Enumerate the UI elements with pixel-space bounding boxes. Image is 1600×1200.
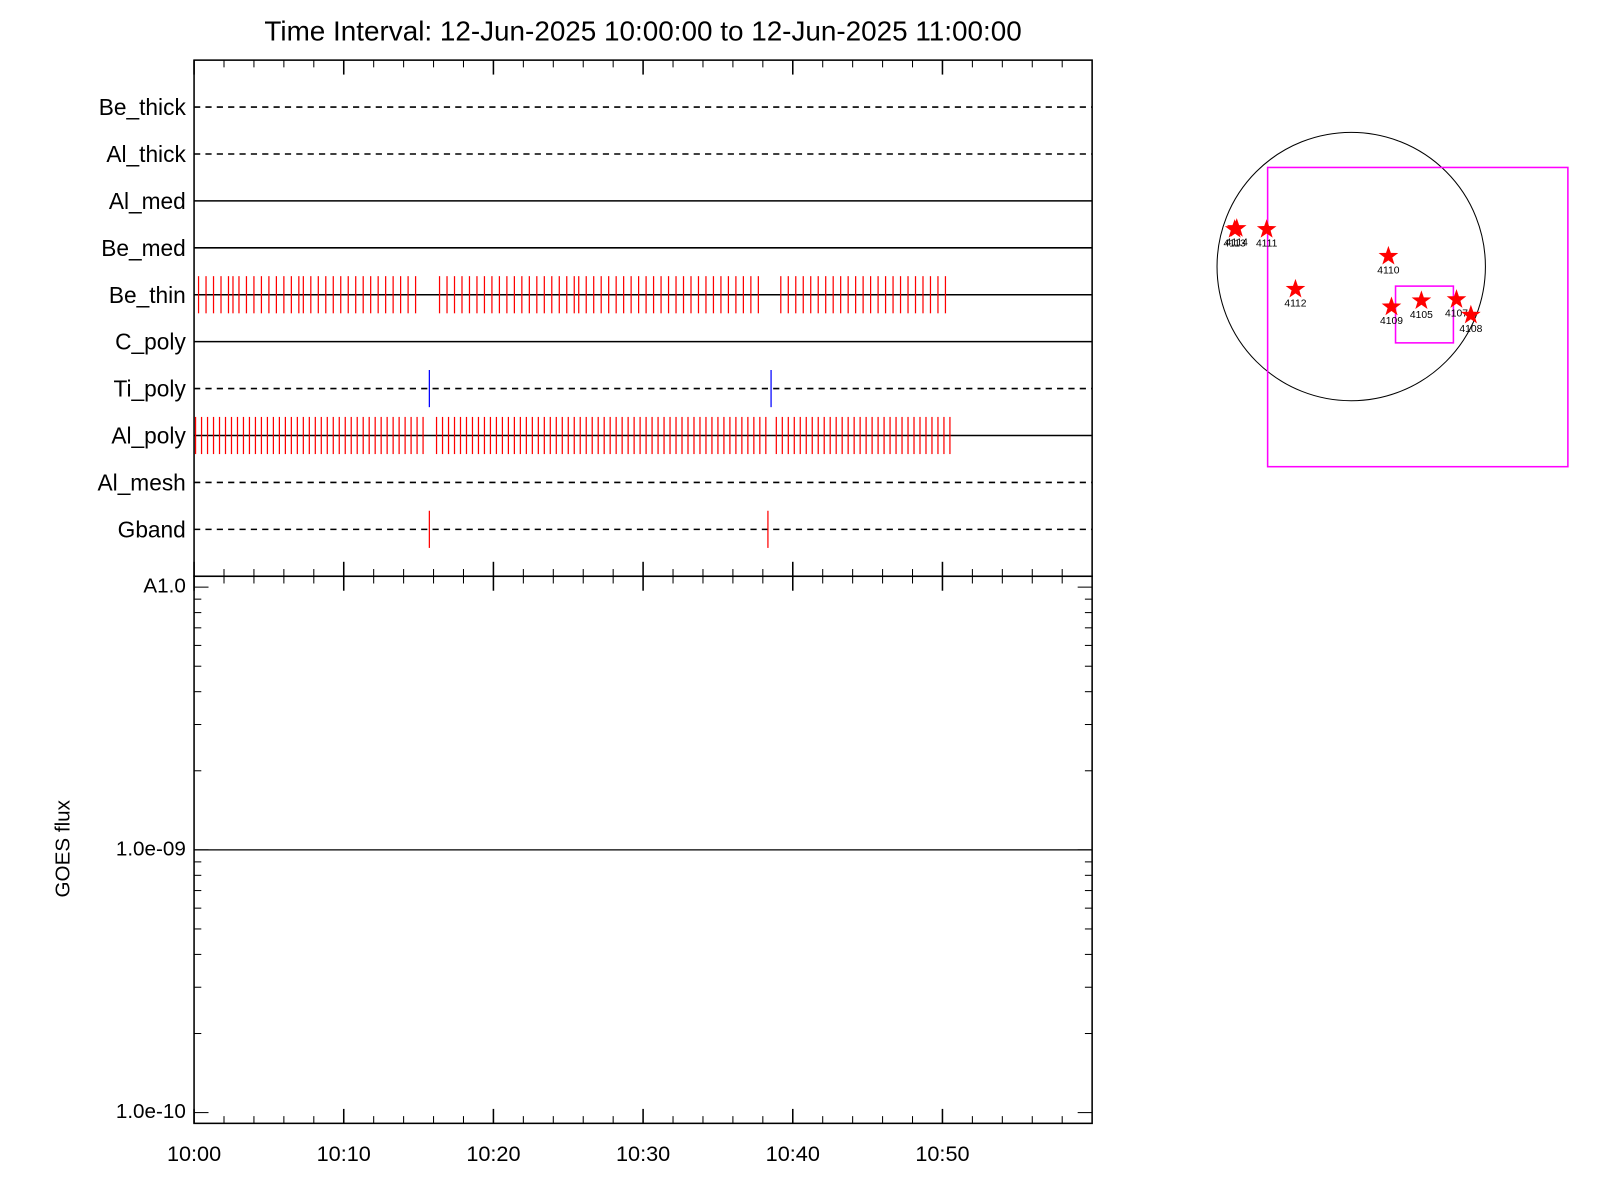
x-tick-label: 10:30 bbox=[616, 1141, 670, 1166]
region-label: 4105 bbox=[1410, 310, 1433, 321]
region-label: 4110 bbox=[1377, 265, 1399, 276]
row-label: C_poly bbox=[115, 329, 186, 355]
row-label: Be_thin bbox=[109, 282, 186, 308]
region-star bbox=[1446, 289, 1467, 308]
region-star bbox=[1411, 290, 1432, 310]
row-label: Be_thick bbox=[99, 94, 187, 120]
row-label: Al_mesh bbox=[98, 469, 186, 495]
x-tick-label: 10:50 bbox=[915, 1141, 969, 1166]
region-label: 4107 bbox=[1445, 309, 1468, 320]
y-tick-label: 1.0e-09 bbox=[116, 837, 186, 860]
y-tick-label: A1.0 bbox=[143, 575, 185, 598]
region-star bbox=[1285, 278, 1306, 298]
x-tick-label: 10:00 bbox=[167, 1141, 221, 1166]
region-label: 4114 bbox=[1226, 238, 1248, 249]
y-tick-label: 1.0e-10 bbox=[116, 1100, 186, 1123]
chart-title: Time Interval: 12-Jun-2025 10:00:00 to 1… bbox=[264, 16, 1021, 47]
solar-disk bbox=[1216, 131, 1486, 402]
row-label: Be_med bbox=[101, 235, 186, 261]
row-label: Al_poly bbox=[111, 423, 186, 449]
region-label: 4109 bbox=[1380, 316, 1403, 327]
region-star bbox=[1378, 245, 1399, 265]
x-tick-label: 10:10 bbox=[317, 1141, 371, 1166]
region-label: 4112 bbox=[1284, 298, 1306, 309]
panel-frame bbox=[193, 59, 1093, 578]
region-star bbox=[1461, 304, 1481, 324]
region-star bbox=[1256, 219, 1277, 238]
x-tick-label: 10:40 bbox=[766, 1141, 820, 1166]
fov-box bbox=[1266, 166, 1569, 468]
region-label: 4108 bbox=[1459, 324, 1482, 335]
region-label: 4111 bbox=[1256, 239, 1278, 250]
row-label: Ti_poly bbox=[114, 376, 187, 402]
region-star bbox=[1224, 219, 1245, 238]
region-label: 4113 bbox=[1224, 239, 1246, 250]
fov-box bbox=[1394, 285, 1455, 344]
row-label: Gband bbox=[118, 516, 186, 542]
y-axis-label: GOES flux bbox=[51, 799, 74, 897]
x-tick-label: 10:20 bbox=[466, 1141, 520, 1166]
row-label: Al_med bbox=[109, 188, 186, 214]
region-star bbox=[1381, 296, 1402, 316]
row-label: Al_thick bbox=[106, 141, 186, 167]
